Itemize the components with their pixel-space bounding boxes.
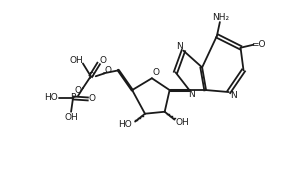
- Text: N: N: [176, 42, 183, 51]
- Text: P: P: [88, 72, 94, 81]
- Text: NH₂: NH₂: [212, 13, 229, 22]
- Text: O: O: [74, 86, 82, 95]
- Text: O: O: [152, 68, 159, 77]
- Text: N: N: [230, 90, 237, 100]
- Text: HO: HO: [44, 93, 58, 102]
- Text: N: N: [188, 89, 195, 98]
- Text: OH: OH: [69, 56, 83, 65]
- Text: HO: HO: [119, 120, 132, 129]
- Text: OH: OH: [176, 118, 189, 127]
- Text: OH: OH: [64, 113, 78, 122]
- Text: O: O: [104, 66, 111, 75]
- Text: O: O: [99, 56, 106, 65]
- Text: P: P: [70, 93, 76, 102]
- Text: O: O: [88, 94, 95, 103]
- Text: =O: =O: [251, 40, 265, 49]
